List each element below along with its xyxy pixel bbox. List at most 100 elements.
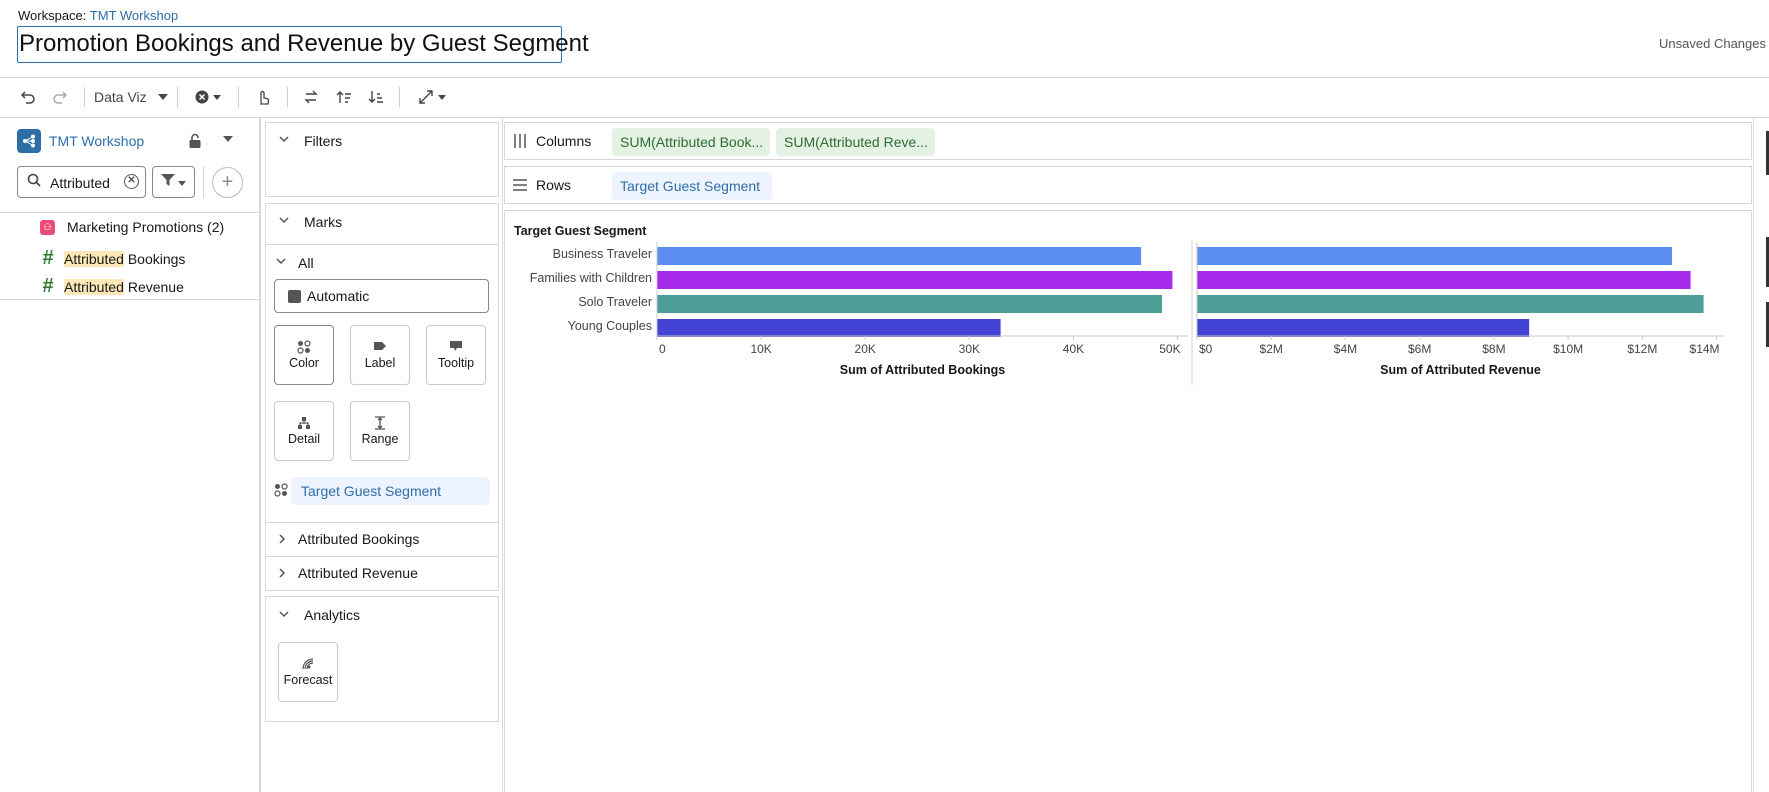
chevron-down-icon[interactable] xyxy=(278,608,290,623)
toolbar-separator xyxy=(238,87,239,107)
sort-ascending-button[interactable] xyxy=(336,85,352,109)
right-edge-tab[interactable] xyxy=(1766,237,1769,287)
sort-descending-button[interactable] xyxy=(368,85,384,109)
x-axis-title: Sum of Attributed Revenue xyxy=(1380,363,1541,377)
tooltip-button[interactable]: Tooltip xyxy=(426,325,486,385)
right-edge-tab[interactable] xyxy=(1766,302,1769,347)
chevron-down-icon[interactable] xyxy=(278,214,290,229)
category-label: Families with Children xyxy=(530,271,652,285)
number-icon: # xyxy=(42,247,54,269)
field-search-input[interactable]: Attributed ✕ xyxy=(17,166,146,198)
color-icon xyxy=(274,483,288,500)
workspace-breadcrumb: Workspace: TMT Workshop xyxy=(18,8,178,23)
forecast-button-label: Forecast xyxy=(283,673,333,687)
color-field-pill[interactable]: Target Guest Segment xyxy=(291,477,490,505)
chevron-right-icon xyxy=(276,533,288,548)
plus-icon: + xyxy=(221,171,234,193)
caret-down-icon xyxy=(213,94,221,100)
x-tick-label: 0 xyxy=(659,342,666,356)
chevron-right-icon xyxy=(276,567,288,582)
range-button[interactable]: Range xyxy=(350,401,410,461)
object-icon: ⚇ xyxy=(40,219,55,235)
toolbar-separator xyxy=(287,87,288,107)
view-selector[interactable]: Data Viz xyxy=(94,85,169,109)
chevron-down-icon[interactable] xyxy=(222,134,234,146)
chevron-down-icon[interactable] xyxy=(275,255,287,270)
hand-pointer-icon xyxy=(256,89,270,105)
fit-menu-button[interactable] xyxy=(418,85,446,109)
search-value: Attributed xyxy=(50,175,110,191)
toolbar-separator xyxy=(84,87,85,107)
x-tick-label: $14M xyxy=(1690,342,1720,356)
lock-icon[interactable] xyxy=(188,133,202,152)
row-header-label: Target Guest Segment xyxy=(514,224,647,238)
interaction-button[interactable] xyxy=(256,85,270,109)
detail-button[interactable]: Detail xyxy=(274,401,334,461)
search-match: Attributed xyxy=(64,278,124,295)
x-tick-label: $12M xyxy=(1627,342,1657,356)
page-title-input[interactable]: Promotion Bookings and Revenue by Guest … xyxy=(17,26,589,63)
bar xyxy=(657,247,1142,265)
add-field-button[interactable]: + xyxy=(212,167,243,198)
measure-header: Attributed Revenue xyxy=(298,565,418,581)
bar-chart-icon xyxy=(288,290,301,303)
chevron-down-icon[interactable] xyxy=(278,133,290,148)
filters-header[interactable]: Filters xyxy=(304,133,343,149)
tooltip-icon xyxy=(427,340,485,356)
clear-menu-button[interactable] xyxy=(195,85,221,109)
undo-button[interactable] xyxy=(20,85,36,109)
field-label: Attributed Revenue xyxy=(64,278,184,295)
caret-down-icon xyxy=(438,94,446,100)
tooltip-button-label: Tooltip xyxy=(437,356,475,370)
clear-search-icon[interactable]: ✕ xyxy=(124,174,139,189)
mark-type-label: Automatic xyxy=(307,288,370,304)
caret-down-icon xyxy=(178,174,187,189)
category-label: Solo Traveler xyxy=(578,295,652,309)
data-panel xyxy=(0,118,260,792)
toolbar-divider xyxy=(0,117,1769,118)
column-pill[interactable]: SUM(Attributed Book... xyxy=(612,128,770,156)
measure-card-revenue[interactable] xyxy=(265,556,499,591)
row-pill[interactable]: Target Guest Segment xyxy=(612,172,772,200)
analytics-header[interactable]: Analytics xyxy=(304,607,361,623)
divider xyxy=(502,118,503,792)
forecast-icon xyxy=(279,657,337,673)
all-marks-header[interactable]: All xyxy=(298,255,314,271)
category-label: Business Traveler xyxy=(553,247,652,261)
bar-chart: Target Guest Segment Business Traveler Fam… xyxy=(514,224,1724,385)
view-selector-label: Data Viz xyxy=(94,89,147,105)
field-filter-button[interactable] xyxy=(152,166,195,198)
field-label: Attributed Bookings xyxy=(64,250,186,267)
search-match: Attributed xyxy=(64,250,124,267)
x-tick-label: 20K xyxy=(855,342,876,356)
measure-card-bookings[interactable] xyxy=(265,522,499,557)
swap-axes-button[interactable] xyxy=(303,85,319,109)
divider xyxy=(203,166,204,198)
field-label-rest: Revenue xyxy=(123,278,184,295)
filters-card xyxy=(265,122,499,197)
redo-button[interactable] xyxy=(52,85,68,109)
toolbar-separator xyxy=(399,87,400,107)
workspace-link[interactable]: TMT Workshop xyxy=(89,8,179,23)
right-edge-tab[interactable] xyxy=(1766,131,1769,175)
field-label-rest: Bookings xyxy=(123,250,186,267)
color-button[interactable]: Color xyxy=(274,325,334,385)
data-source-name[interactable]: TMT Workshop xyxy=(49,133,145,149)
marks-header[interactable]: Marks xyxy=(304,214,343,230)
rows-shelf-label: Rows xyxy=(536,177,572,193)
x-tick-label: $10M xyxy=(1553,342,1583,356)
mark-type-select[interactable]: Automatic xyxy=(274,279,489,313)
bar xyxy=(1197,247,1673,265)
field-item-attributed-bookings[interactable]: # Attributed Bookings xyxy=(40,247,185,270)
field-item-attributed-revenue[interactable]: # Attributed Revenue xyxy=(40,275,184,298)
undo-icon xyxy=(20,89,36,105)
rows-icon xyxy=(513,178,527,195)
x-tick-label: 30K xyxy=(959,342,980,356)
list-divider xyxy=(0,299,260,300)
column-pill[interactable]: SUM(Attributed Reve... xyxy=(776,128,935,156)
forecast-button[interactable]: Forecast xyxy=(278,642,338,702)
field-item-marketing-promotions[interactable]: ⚇ Marketing Promotions (2) xyxy=(40,219,224,235)
label-button[interactable]: Label xyxy=(350,325,410,385)
x-tick-label: 10K xyxy=(750,342,771,356)
search-icon xyxy=(27,173,41,190)
